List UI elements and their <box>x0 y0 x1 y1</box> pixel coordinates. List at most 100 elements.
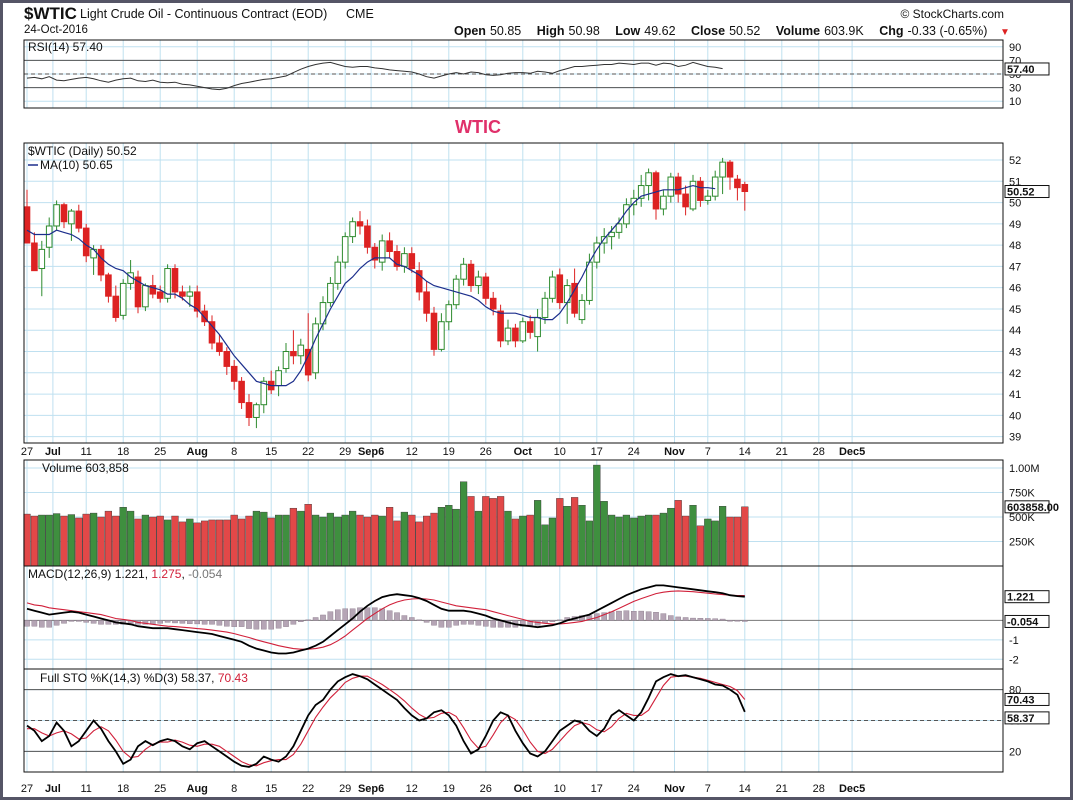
volume-bar <box>215 519 224 567</box>
volume-bar <box>386 507 394 567</box>
volume-legend: Volume 603,858 <box>42 461 129 475</box>
x-tick-label: 17 <box>591 446 603 458</box>
candle-body <box>408 253 416 270</box>
price-tick-label: 40 <box>1009 410 1021 422</box>
candle-body <box>578 299 586 321</box>
x-tick-label: 22 <box>302 446 314 458</box>
volume-bar <box>408 514 416 567</box>
candle-body <box>534 316 541 338</box>
macd-histogram-bar <box>712 618 718 621</box>
macd-last-value: 1.221 <box>1007 592 1035 604</box>
candle-body <box>711 176 719 197</box>
candle-body <box>31 242 38 272</box>
candle <box>497 304 504 348</box>
candle <box>689 174 697 212</box>
x-tick-label: 25 <box>154 783 166 795</box>
price-tick-label: 47 <box>1009 261 1021 273</box>
x-tick-label: 11 <box>80 783 91 795</box>
candle <box>68 208 75 241</box>
candle-body <box>164 268 171 299</box>
x-tick-label: 19 <box>443 446 455 458</box>
candle <box>371 243 379 269</box>
volume-bar <box>504 510 512 567</box>
candle-body <box>193 291 201 312</box>
candle-body <box>697 180 704 201</box>
x-tick-label: 29 <box>339 446 351 458</box>
candle-body <box>726 161 734 178</box>
candle <box>334 255 342 290</box>
candle-body <box>371 246 379 261</box>
moving-average-line <box>26 184 716 387</box>
volume-bar <box>30 515 39 567</box>
candle-body <box>119 282 127 316</box>
candle <box>438 313 445 352</box>
volume-bar <box>460 481 468 567</box>
volume-bar <box>156 515 164 567</box>
rsi-legend: RSI(14) 57.40 <box>28 40 103 54</box>
candle <box>556 268 564 309</box>
candle <box>430 306 438 356</box>
candle-body <box>586 261 593 301</box>
volume-tick-label: 750K <box>1009 488 1035 500</box>
candle-body <box>23 206 31 244</box>
macd-histogram-bar <box>409 617 415 621</box>
candle-body <box>719 161 726 178</box>
candle <box>512 323 519 348</box>
x-tick-label: 21 <box>776 783 788 795</box>
volume-bar <box>445 505 453 567</box>
candle-body <box>364 225 371 248</box>
candle <box>519 317 527 343</box>
price-tick-label: 52 <box>1009 155 1021 167</box>
candle-body <box>297 344 305 357</box>
candle <box>60 202 68 229</box>
candle-body <box>689 180 697 210</box>
candle-body <box>704 195 712 201</box>
candle <box>119 279 127 320</box>
volume-bar <box>452 508 460 567</box>
volume-tick-label: 500K <box>1009 512 1035 524</box>
candle-body <box>334 261 342 284</box>
macd-histogram-bar <box>31 620 38 627</box>
candle <box>741 181 749 211</box>
stochastic-frame <box>23 668 1004 773</box>
candle <box>312 317 319 380</box>
macd-histogram-bar <box>705 618 711 621</box>
price-last-close: 50.52 <box>1007 187 1035 199</box>
volume-bar <box>104 510 113 567</box>
volume-bar <box>659 512 668 567</box>
macd-tick-label: -2 <box>1009 654 1019 666</box>
volume-bar <box>45 514 53 567</box>
x-tick-label: 14 <box>739 446 751 458</box>
macd-histogram-bar <box>675 616 681 621</box>
volume-bar <box>53 513 61 567</box>
price-frame <box>23 142 1004 444</box>
x-tick-label: Aug <box>187 446 208 458</box>
macd-histogram-bar <box>386 610 393 621</box>
volume-bar <box>682 515 690 567</box>
candle <box>645 168 652 201</box>
macd-histogram-bar <box>645 611 652 621</box>
instrument-name: Light Crude Oil - Continuous Contract (E… <box>80 7 327 21</box>
candle-body <box>112 295 120 318</box>
x-tick-label: Nov <box>664 783 686 795</box>
candle <box>193 285 201 318</box>
volume-bar <box>319 516 327 567</box>
rsi-last-value-box <box>1004 62 1050 76</box>
candle <box>408 247 416 273</box>
macd-histogram-bar <box>453 620 460 626</box>
sto-tick-label: 20 <box>1009 746 1021 758</box>
price-tick-label: 45 <box>1009 304 1021 316</box>
candle-body <box>60 204 68 223</box>
volume-bar <box>163 519 172 567</box>
macd-histogram-bar <box>342 608 349 621</box>
candle <box>105 272 112 303</box>
candle <box>45 217 53 258</box>
macd-histogram-bar <box>727 620 733 622</box>
macd-histogram-bar <box>423 620 430 623</box>
volume-bar <box>38 514 46 567</box>
macd-histogram-bar <box>468 620 474 625</box>
volume-bar <box>482 496 490 567</box>
candle-body <box>253 404 260 418</box>
candle <box>134 270 142 314</box>
candle <box>156 285 164 303</box>
